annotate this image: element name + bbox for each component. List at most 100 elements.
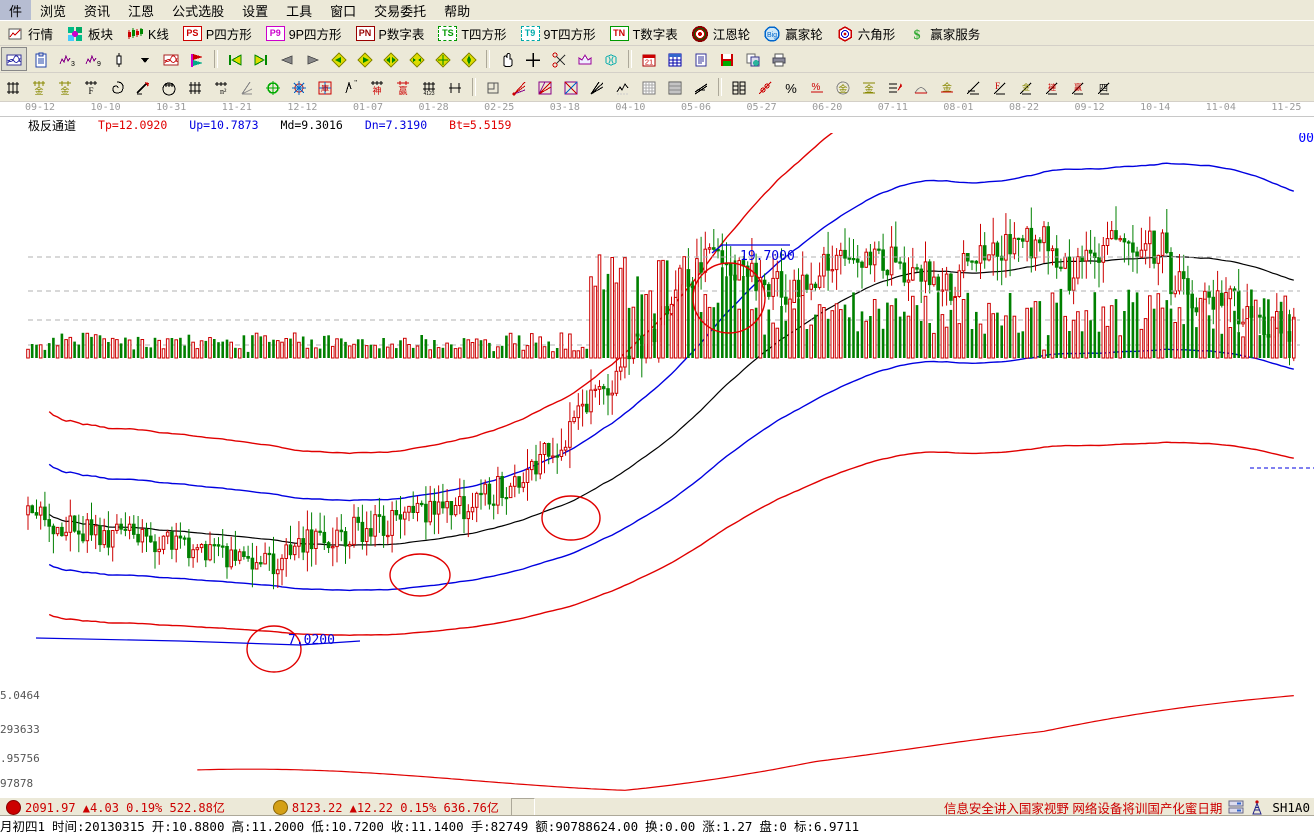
pen-ink-button[interactable] bbox=[883, 76, 907, 98]
printer-button[interactable] bbox=[767, 48, 791, 70]
ying-slope-button[interactable]: 赢 bbox=[1065, 76, 1089, 98]
gold-fan1-button[interactable]: 金 bbox=[27, 76, 51, 98]
menu-item-8[interactable]: 交易委托 bbox=[374, 3, 427, 19]
gold-line-button[interactable]: 金 bbox=[935, 76, 959, 98]
hand-button[interactable] bbox=[495, 48, 519, 70]
menu-item-0[interactable]: 件 bbox=[0, 0, 32, 20]
diamond-left-button[interactable] bbox=[327, 48, 351, 70]
net-red-button[interactable] bbox=[159, 48, 183, 70]
arc-button[interactable] bbox=[909, 76, 933, 98]
menu-item-9[interactable]: 帮助 bbox=[444, 3, 471, 19]
wave3-button[interactable]: 3 bbox=[55, 48, 79, 70]
target-circle-button[interactable] bbox=[261, 76, 285, 98]
zigzag-button[interactable] bbox=[611, 76, 635, 98]
toolbar-item-2[interactable]: K线 bbox=[120, 24, 176, 43]
calendar-button[interactable]: 21 bbox=[637, 48, 661, 70]
f-grid-button[interactable]: F bbox=[79, 76, 103, 98]
diamond-both-button[interactable] bbox=[379, 48, 403, 70]
gann-grid-button[interactable] bbox=[1, 76, 25, 98]
fan-lines-button[interactable] bbox=[585, 76, 609, 98]
box-frame-button[interactable] bbox=[481, 76, 505, 98]
box-target-button[interactable]: 庫 bbox=[313, 76, 337, 98]
net-pattern-button[interactable] bbox=[1, 47, 27, 71]
gold-slope-button[interactable]: 金 bbox=[1013, 76, 1037, 98]
menu-item-6[interactable]: 工具 bbox=[286, 3, 313, 19]
grid-table-button[interactable] bbox=[663, 48, 687, 70]
toolbar-item-10[interactable]: Big 赢家轮 bbox=[757, 24, 830, 43]
menu-item-2[interactable]: 资讯 bbox=[84, 3, 111, 19]
gold-fan2-button[interactable]: 金 bbox=[53, 76, 77, 98]
slope1-button[interactable] bbox=[961, 76, 985, 98]
toolbar-item-1[interactable]: 板块 bbox=[60, 24, 120, 43]
toolbar-item-0[interactable]: 行情 bbox=[0, 24, 60, 43]
shen-grid-button[interactable]: 神 bbox=[365, 76, 389, 98]
rocket-button[interactable] bbox=[131, 76, 155, 98]
server-icon[interactable] bbox=[1228, 800, 1245, 815]
last-page-button[interactable] bbox=[249, 48, 273, 70]
save-disk-button[interactable] bbox=[715, 48, 739, 70]
wave9-button[interactable]: 9 bbox=[81, 48, 105, 70]
news-ticker[interactable]: 信息安全讲入国家视野 网络设备将训国产化蜜日期 bbox=[943, 801, 1223, 816]
scissors-button[interactable] bbox=[547, 48, 571, 70]
toolbar-item-3[interactable]: PS P四方形 bbox=[176, 24, 259, 43]
menu-item-5[interactable]: 设置 bbox=[242, 3, 269, 19]
crosshair-button[interactable] bbox=[521, 48, 545, 70]
index-quote-shenzhen[interactable]: 8123.22 ▲12.22 0.15% 636.76亿 bbox=[267, 799, 505, 816]
toolbar-item-11[interactable]: 六角形 bbox=[830, 24, 903, 43]
vv-button[interactable]: " bbox=[339, 76, 363, 98]
grid-fine-button[interactable] bbox=[637, 76, 661, 98]
percent-line-button[interactable]: % bbox=[805, 76, 829, 98]
n2-button[interactable]: n² bbox=[209, 76, 233, 98]
ying-grid-button[interactable]: 赢 bbox=[391, 76, 415, 98]
percent-button[interactable]: % bbox=[779, 76, 803, 98]
diamond-right-button[interactable] bbox=[353, 48, 377, 70]
tower-icon[interactable] bbox=[1250, 799, 1267, 815]
clipboard-button[interactable] bbox=[29, 48, 53, 70]
toolbar-item-8[interactable]: TN T数字表 bbox=[603, 24, 685, 43]
circle-grid-button[interactable] bbox=[157, 76, 181, 98]
num-grid-button[interactable]: 4123 bbox=[417, 76, 441, 98]
box-fan-button[interactable] bbox=[533, 76, 557, 98]
menu-item-4[interactable]: 公式选股 bbox=[172, 3, 225, 19]
abacus-button[interactable] bbox=[727, 76, 751, 98]
menu-item-1[interactable]: 浏览 bbox=[40, 3, 67, 19]
angle-button[interactable] bbox=[235, 76, 259, 98]
price-chart-canvas[interactable]: 00 19.7000 7.0200 5.0464 293633 .95756 97878 bbox=[0, 133, 1314, 801]
candle-button[interactable] bbox=[107, 48, 131, 70]
toolbar-item-5[interactable]: PN P数字表 bbox=[349, 24, 432, 43]
diamond-center-button[interactable] bbox=[431, 48, 455, 70]
f-slope-button[interactable]: F bbox=[987, 76, 1011, 98]
box-diag-button[interactable] bbox=[559, 76, 583, 98]
toolbar-item-6[interactable]: TS T四方形 bbox=[431, 24, 513, 43]
flag-chart-button[interactable] bbox=[185, 48, 209, 70]
diamond-zoom-out-button[interactable] bbox=[405, 48, 429, 70]
index-quote-shanghai[interactable]: 2091.97 ▲4.03 0.19% 522.88亿 bbox=[0, 799, 231, 816]
gold-circle-button[interactable]: 金 bbox=[831, 76, 855, 98]
dropdown-arrow-button[interactable] bbox=[133, 48, 157, 70]
percent-fib-button[interactable] bbox=[753, 76, 777, 98]
toolbar-item-4[interactable]: P9 9P四方形 bbox=[259, 24, 349, 43]
toolbar-item-12[interactable]: $ 赢家服务 bbox=[902, 24, 987, 43]
star-target-button[interactable] bbox=[287, 76, 311, 98]
menu-item-7[interactable]: 窗口 bbox=[330, 3, 357, 19]
next-right-button[interactable] bbox=[301, 48, 325, 70]
si-slope-button[interactable]: 四 bbox=[1091, 76, 1115, 98]
brain-button[interactable] bbox=[599, 48, 623, 70]
diamond-cross-button[interactable] bbox=[457, 48, 481, 70]
h-grid-button[interactable] bbox=[443, 76, 467, 98]
first-page-button[interactable] bbox=[223, 48, 247, 70]
document-button[interactable] bbox=[689, 48, 713, 70]
grid-plain-button[interactable] bbox=[183, 76, 207, 98]
gold-bar-button[interactable]: 金 bbox=[857, 76, 881, 98]
red-fan-button[interactable] bbox=[507, 76, 531, 98]
toolbar-item-7[interactable]: T9 9T四方形 bbox=[514, 24, 603, 43]
grid-dense-button[interactable] bbox=[663, 76, 687, 98]
crown-button[interactable] bbox=[573, 48, 597, 70]
copy-pages-button[interactable] bbox=[741, 48, 765, 70]
li-slope-button[interactable]: 褳 bbox=[1039, 76, 1063, 98]
spiral-button[interactable] bbox=[105, 76, 129, 98]
prev-left-button[interactable] bbox=[275, 48, 299, 70]
menu-item-3[interactable]: 江恩 bbox=[128, 3, 155, 19]
parallel-button[interactable] bbox=[689, 76, 713, 98]
toolbar-item-9[interactable]: 江恩轮 bbox=[685, 24, 758, 43]
